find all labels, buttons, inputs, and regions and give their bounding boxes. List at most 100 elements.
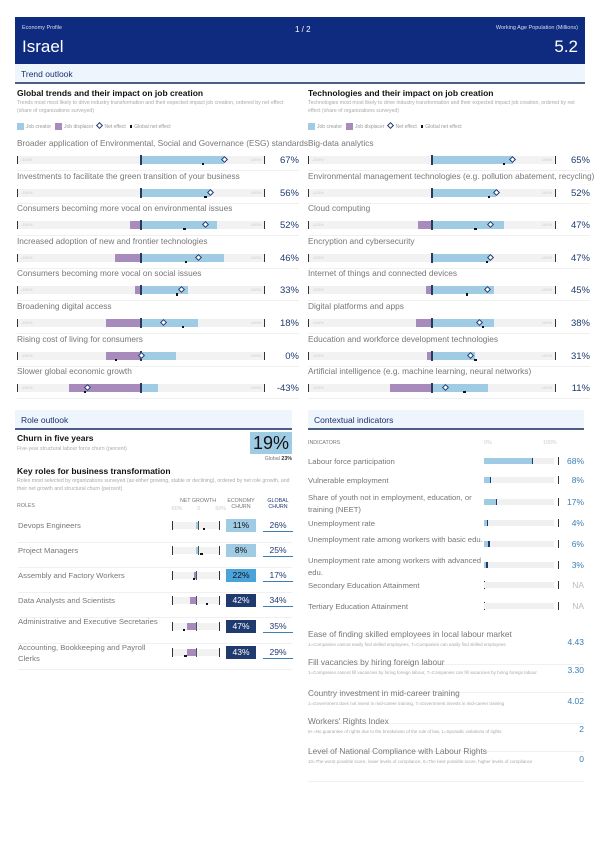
trend-row: Broadening digital access -100% 100% 18% [17, 301, 299, 334]
net-growth-track [172, 546, 220, 556]
trend-name: Investments to facilitate the green tran… [17, 170, 240, 181]
trend-name: Environmental management technologies (e… [308, 170, 595, 181]
trend-name: Cloud computing [308, 203, 371, 214]
global-churn-column-header: GLOBAL CHURN [267, 498, 289, 510]
global-trends-description: Trends most most likely to drive industr… [17, 100, 284, 114]
scale-max-label: 100% [541, 254, 552, 260]
trend-row: Rising cost of living for consumers -100%… [17, 334, 299, 367]
scale-tick-right [263, 188, 265, 197]
scale-indicator-value: 4.02 [567, 696, 584, 706]
trend-value: 52% [570, 187, 590, 199]
scale-indicator-name: Ease of finding skilled employees in loc… [308, 629, 512, 639]
global-net-effect-marker [485, 260, 488, 264]
zero-line [431, 252, 433, 263]
indicator-tick-end [558, 476, 559, 484]
trend-bar-track: -100% 100% [308, 220, 556, 231]
scale-indicator-row: Country investment in mid-career trainin… [308, 688, 584, 724]
zero-line [431, 187, 433, 198]
scale-indicator-name: Level of National Compliance with Labour… [308, 746, 487, 756]
global-net-effect-marker [502, 163, 506, 166]
scale-tick-left [308, 319, 310, 327]
job-creator-bar [432, 351, 476, 360]
scale-min-label: -100% [21, 254, 33, 260]
scale-tick-left [308, 156, 310, 164]
indicator-tick-end [558, 540, 559, 548]
scale-max-label: 100% [250, 287, 261, 293]
trend-name: Artificial intelligence (e.g. machine le… [308, 366, 532, 377]
trend-value: 11% [571, 383, 590, 395]
scale-tick-right [263, 286, 265, 295]
trend-name: Big-data analytics [308, 138, 374, 148]
trend-bar-track: -100% 100% [17, 155, 265, 166]
scale-min-label: -100% [21, 222, 33, 228]
scale-indicator-value: 3.30 [567, 665, 584, 675]
indicator-name: Unemployment rate [308, 519, 376, 528]
scale-tick-right [554, 156, 556, 164]
trend-outlook-section-header: Trend outlook [15, 64, 585, 84]
scale-tick-left [17, 384, 19, 393]
scale-tick-right [554, 253, 556, 262]
job-creator-bar [141, 188, 211, 197]
scale-max-label: 100% [250, 385, 261, 391]
role-name: Data Analysts and Scientists [18, 596, 115, 605]
scale-max-label: 100% [541, 222, 552, 228]
global-trends-title: Global trends and their impact on job cr… [17, 88, 204, 98]
scale-tick-right [554, 221, 556, 230]
indicator-value: 6% [571, 539, 584, 549]
zero-line [198, 521, 200, 530]
trend-row: Consumers becoming more vocal on environ… [17, 203, 299, 237]
scale-min-label: -100% [312, 352, 324, 358]
scale-min-label: -100% [312, 320, 324, 325]
global-net-effect-marker [182, 326, 185, 329]
trend-name: Slower global economic growth [17, 366, 132, 377]
zero-line [140, 318, 142, 328]
scale-min-label: -100% [21, 189, 33, 195]
scale-tick-right [263, 351, 265, 360]
indicator-tick-end [558, 519, 559, 527]
net-growth-track [172, 521, 220, 531]
trend-value: 46% [279, 252, 299, 264]
zero-line [431, 285, 433, 296]
legend-label: Job creator [26, 123, 52, 130]
scale-max-label: 100% [250, 222, 261, 228]
net-growth-track [172, 571, 220, 581]
legend-job-displacer: Job displacer [346, 123, 384, 130]
scale-tick-left [17, 221, 19, 230]
job-creator-bar [432, 188, 497, 197]
zero-line [140, 252, 142, 263]
scale-tick-right [554, 188, 556, 197]
indicator-tick-end [558, 457, 559, 465]
zero-line [195, 648, 197, 657]
indicator-row: Unemployment rate among workers with bas… [308, 535, 584, 556]
indicator-row: Tertiary Education Attainment NA [308, 601, 584, 621]
scale-max-label: 100% [250, 189, 261, 195]
net-growth-bar [196, 547, 199, 554]
technologies-legend: Job creator Job displacer Net effect Glo… [308, 121, 462, 130]
trend-value: 52% [279, 220, 299, 232]
trend-row: Consumers becoming more vocal on social … [17, 268, 299, 302]
contextual-indicators-section-header: Contextual indicators [308, 410, 584, 430]
job-displacer-bar [106, 351, 141, 360]
trend-name: Education and workforce development tech… [308, 333, 499, 344]
scale-indicator-row: Workers' Rights Index 5+=No guarantee of … [308, 716, 584, 752]
job-displacer-bar [69, 384, 141, 393]
trend-value: 67% [279, 155, 299, 166]
net-growth-bar [196, 522, 199, 529]
scale-indicator-value: 2 [579, 724, 584, 734]
indicator-tick-end [558, 561, 559, 569]
net-growth-bar [190, 597, 196, 604]
churn-title: Churn in five years [17, 433, 94, 443]
scale-min-label: -100% [312, 385, 324, 391]
scale-tick-left [308, 221, 310, 230]
indicator-fill [484, 499, 496, 505]
scale-tick-right [219, 571, 220, 580]
indicator-value: NA [572, 601, 584, 611]
global-trends-legend: Job creator Job displacer Net effect Glo… [17, 121, 171, 130]
role-row: Devops Engineers 11% 26% [18, 518, 293, 543]
trend-row: Big-data analytics -100% 100% 65% [308, 138, 590, 171]
job-creator-swatch [308, 123, 315, 130]
role-name: Assembly and Factory Workers [18, 571, 125, 580]
trend-value: 31% [570, 350, 590, 362]
scale-tick-right [219, 546, 220, 555]
trend-name: Digital platforms and apps [308, 301, 404, 311]
